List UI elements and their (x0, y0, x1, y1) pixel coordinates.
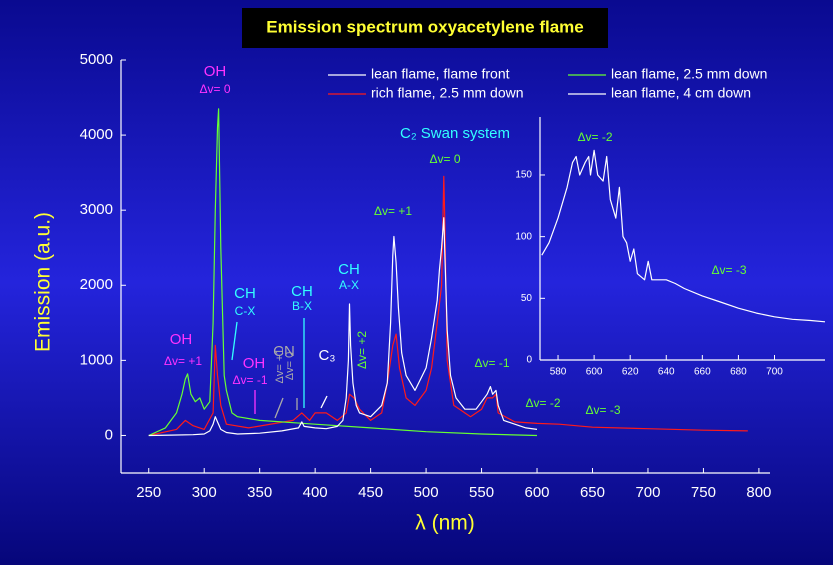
annotation: Δv= 0 (429, 152, 460, 166)
y-tick-label: 0 (105, 426, 113, 443)
x-tick-label: 650 (580, 484, 605, 501)
x-tick-label: 750 (691, 484, 716, 501)
annotation: Δv= +1 (374, 204, 412, 218)
y-tick-label: 0 (526, 355, 532, 366)
chart-title: Emission spectrum oxyacetylene flame (266, 17, 583, 36)
annotation: Δv= 0 (199, 82, 230, 96)
annotation: A-X (339, 278, 359, 292)
y-tick-label: 50 (521, 293, 533, 304)
arrow (274, 397, 284, 419)
annotation: CN (273, 343, 295, 360)
annotation: Δv= 0 (284, 352, 296, 380)
annotation: OH (204, 63, 227, 80)
annotation: CH (234, 285, 256, 302)
arrow (320, 395, 328, 409)
series-line (541, 149, 826, 323)
annotation: Δv= +1 (274, 349, 286, 384)
legend-label: lean flame, flame front (371, 66, 510, 82)
x-tick-label: 600 (586, 367, 603, 378)
arrows (231, 318, 328, 419)
x-axis-label: λ (nm) (415, 512, 475, 535)
y-tick-label: 3000 (80, 201, 113, 218)
annotation: OH (243, 355, 266, 372)
x-tick-label: 300 (192, 484, 217, 501)
y-tick-label: 5000 (80, 51, 113, 68)
series-line (148, 108, 538, 437)
annotation: B-X (292, 299, 312, 313)
annotation: Δv= -3 (711, 263, 746, 277)
legend-label: rich flame, 2.5 mm down (371, 85, 524, 101)
annotation: CH (338, 261, 360, 278)
x-tick-label: 800 (746, 484, 771, 501)
x-tick-label: 400 (303, 484, 328, 501)
x-tick-label: 620 (622, 367, 639, 378)
x-tick-label: 350 (247, 484, 272, 501)
annotation: Δv= -1 (232, 373, 267, 387)
annotation: Δv= -3 (585, 403, 620, 417)
y-tick-label: 100 (515, 231, 532, 242)
title-box (242, 8, 608, 48)
series-line (148, 217, 538, 437)
y-tick-label: 150 (515, 170, 532, 181)
annotation: Δv= -1 (474, 356, 509, 370)
arrow (231, 321, 238, 361)
y-tick-label: 1000 (80, 351, 113, 368)
annotation: Δv= +2 (355, 331, 369, 369)
annotation: Δv= +1 (164, 354, 202, 368)
x-tick-label: 450 (358, 484, 383, 501)
annotation: Δv= -2 (525, 396, 560, 410)
legend-label: lean flame, 2.5 mm down (611, 66, 767, 82)
annotation: CH (291, 283, 313, 300)
x-tick-label: 250 (136, 484, 161, 501)
x-tick-label: 700 (766, 367, 783, 378)
y-tick-label: 4000 (80, 126, 113, 143)
legend-label: lean flame, 4 cm down (611, 85, 751, 101)
x-tick-label: 680 (730, 367, 747, 378)
annotation: OH (170, 331, 193, 348)
x-tick-label: 580 (550, 367, 567, 378)
annotation: C-X (235, 304, 256, 318)
annotation: C₃ (319, 347, 336, 364)
x-tick-label: 500 (414, 484, 439, 501)
x-tick-label: 700 (635, 484, 660, 501)
series-line (148, 175, 748, 437)
x-tick-label: 660 (694, 367, 711, 378)
annotation: C₂ Swan system (400, 125, 510, 142)
x-tick-label: 550 (469, 484, 494, 501)
x-tick-label: 640 (658, 367, 675, 378)
annotation: Δv= -2 (577, 130, 612, 144)
y-tick-label: 2000 (80, 276, 113, 293)
y-axis-label: Emission (a.u.) (32, 212, 55, 352)
x-tick-label: 600 (525, 484, 550, 501)
